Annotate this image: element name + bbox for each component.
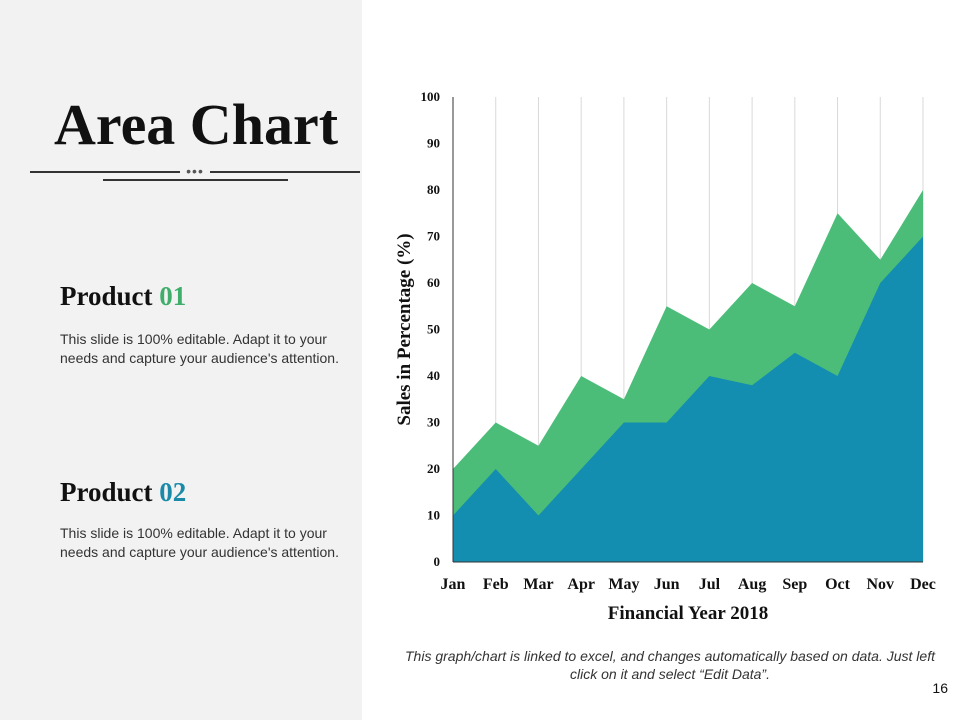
product-01-description: This slide is 100% editable. Adapt it to… <box>60 331 339 366</box>
product-02-number: 02 <box>159 477 187 507</box>
x-tick-label-nov: Nov <box>866 576 894 593</box>
x-tick-label-aug: Aug <box>738 576 766 593</box>
x-tick-label-sep: Sep <box>782 576 807 593</box>
left-panel: Area Chart ••• Product 01 This slide is … <box>0 0 362 720</box>
product-01-label: Product <box>60 281 153 311</box>
slide-title: Area Chart <box>53 92 339 157</box>
x-tick-label-mar: Mar <box>523 576 553 593</box>
y-axis-title: Sales in Percentage (%) <box>394 233 415 425</box>
y-tick-label: 60 <box>427 275 440 290</box>
y-tick-label: 50 <box>427 322 440 337</box>
chart-areas <box>453 190 923 562</box>
y-tick-label: 90 <box>427 136 440 151</box>
area-series-product-02[interactable] <box>453 236 923 563</box>
product-01-number: 01 <box>159 281 187 311</box>
y-tick-label: 80 <box>427 182 440 197</box>
x-tick-label-jan: Jan <box>441 576 466 593</box>
x-tick-label-feb: Feb <box>483 576 509 593</box>
x-tick-labels: Jan Feb Mar Apr May Jun Jul Aug Sep Oct Nov Dec <box>441 576 936 593</box>
divider-dots-icon: ••• <box>180 164 210 178</box>
page-number: 16 <box>932 680 948 696</box>
y-tick-label: 100 <box>421 89 441 104</box>
y-tick-label: 40 <box>427 368 440 383</box>
y-tick-labels: 0 10 20 30 40 50 60 70 80 90 100 <box>421 89 441 569</box>
y-tick-label: 0 <box>434 554 441 569</box>
title-divider-short <box>103 179 288 181</box>
chart-axes <box>452 97 923 563</box>
area-chart[interactable]: 0 10 20 30 40 50 60 70 80 90 100 Jan Feb Mar Apr May Ju… <box>370 80 950 640</box>
x-tick-label-dec: Dec <box>910 576 936 593</box>
x-tick-label-jun: Jun <box>654 576 680 593</box>
product-02-description: This slide is 100% editable. Adapt it to… <box>60 525 339 560</box>
y-tick-label: 70 <box>427 229 440 244</box>
y-tick-label: 20 <box>427 461 440 476</box>
x-tick-label-apr: Apr <box>567 576 595 593</box>
y-tick-label: 30 <box>427 415 440 430</box>
x-tick-label-oct: Oct <box>825 576 851 593</box>
x-tick-label-jul: Jul <box>699 576 721 593</box>
product-01-heading: Product 01 <box>60 281 186 312</box>
x-axis-title: Financial Year 2018 <box>608 603 768 624</box>
product-02-label: Product <box>60 477 153 507</box>
product-02-heading: Product 02 <box>60 477 186 508</box>
x-tick-label-may: May <box>608 576 639 593</box>
y-tick-label: 10 <box>427 508 440 523</box>
chart-footnote: This graph/chart is linked to excel, and… <box>405 648 935 682</box>
